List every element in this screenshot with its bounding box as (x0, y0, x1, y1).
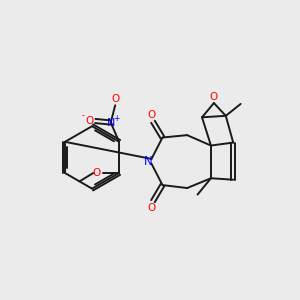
Text: N: N (106, 118, 115, 128)
Text: O: O (147, 203, 156, 213)
Text: N: N (144, 155, 153, 168)
Text: O: O (92, 168, 100, 178)
Text: O: O (210, 92, 218, 101)
Text: O: O (147, 110, 156, 120)
Text: +: + (113, 113, 120, 122)
Text: O: O (111, 94, 119, 104)
Text: O: O (85, 116, 94, 126)
Text: -: - (81, 111, 84, 120)
